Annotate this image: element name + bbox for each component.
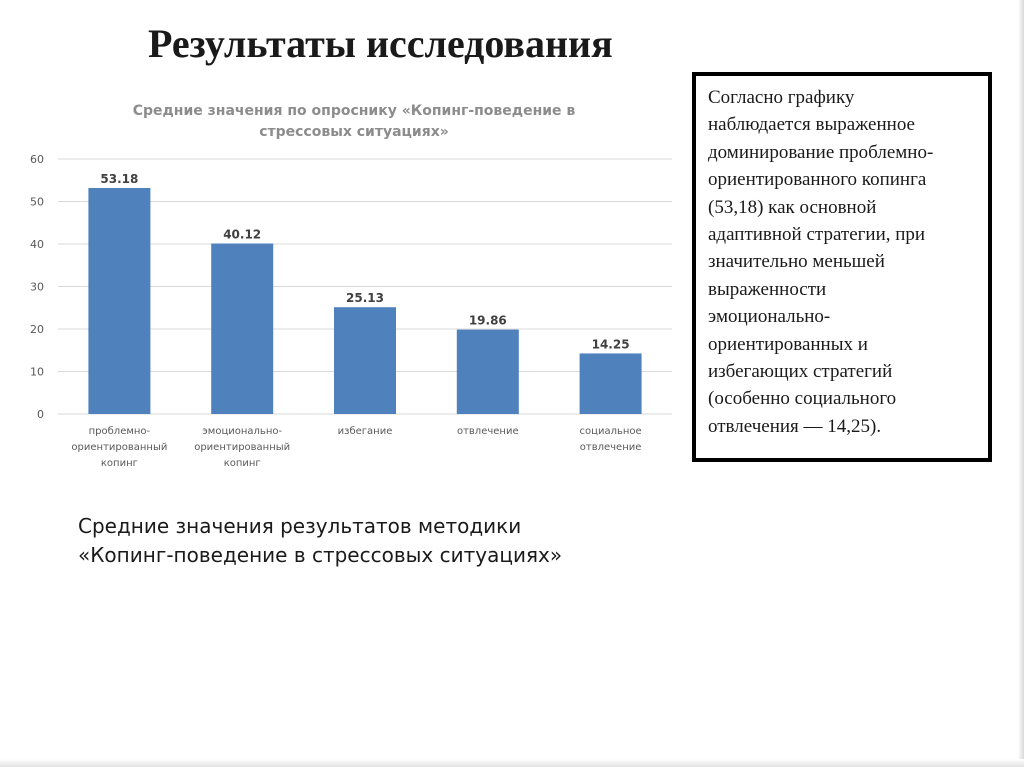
y-tick-label: 30: [30, 281, 44, 294]
chart-title: Средние значения по опроснику «Копинг-по…: [133, 103, 576, 119]
conclusion-box: Согласно графику наблюдается выраженное …: [692, 72, 992, 462]
data-label: 19.86: [469, 314, 507, 328]
note-line: отвлечения — 14,25).: [708, 415, 882, 437]
slide-edge-shadow: [0, 759, 1024, 767]
data-label: 14.25: [592, 337, 630, 351]
bar: [334, 307, 396, 414]
note-line: Согласно графику: [708, 87, 855, 108]
note-line: адаптивной стратегии, при: [708, 224, 926, 246]
note-line: (особенно социального: [708, 388, 897, 410]
bar: [456, 329, 519, 414]
x-category-label: копинг: [224, 458, 261, 469]
data-label: 25.13: [346, 291, 384, 305]
note-line: ориентированного копинга: [708, 169, 927, 191]
caption-line: «Копинг-поведение в стрессовых ситуациях…: [78, 543, 563, 567]
x-category-label: эмоционально-: [202, 426, 282, 437]
x-category-label: отвлечение: [580, 442, 642, 453]
slide-edge-shadow: [1018, 0, 1024, 767]
bar-chart: Средние значения по опроснику «Копинг-по…: [30, 103, 672, 469]
y-tick-label: 40: [30, 238, 44, 251]
note-line: ориентированных и: [708, 333, 868, 355]
y-tick-label: 0: [37, 408, 44, 421]
note-line: значительно меньшей: [708, 251, 885, 273]
x-category-label: проблемно-: [89, 426, 151, 437]
note-line: выраженности: [708, 278, 827, 300]
y-tick-label: 10: [30, 366, 44, 379]
slide-title: Результаты исследования: [148, 21, 613, 66]
x-category-label: избегание: [338, 426, 393, 437]
bar: [579, 353, 642, 414]
caption-line: Средние значения результатов методики: [78, 514, 522, 538]
data-label: 53.18: [100, 172, 138, 186]
y-tick-label: 20: [30, 323, 44, 336]
x-category-label: копинг: [101, 458, 138, 469]
x-category-label: ориентированный: [71, 442, 167, 453]
note-line: избегающих стратегий: [708, 361, 893, 383]
y-tick-label: 50: [30, 196, 44, 209]
bar: [88, 187, 151, 414]
x-category-label: ориентированный: [194, 442, 290, 453]
x-category-label: отвлечение: [457, 426, 519, 437]
chart-caption: Средние значения результатов методики «К…: [78, 512, 638, 570]
y-tick-label: 60: [30, 153, 44, 166]
x-category-label: социальное: [580, 426, 642, 437]
note-line: (53,18) как основной: [708, 196, 877, 218]
note-line: наблюдается выраженное: [708, 114, 915, 136]
note-line: эмоционально-: [708, 306, 831, 328]
chart-title: стрессовых ситуациях»: [259, 124, 449, 140]
data-label: 40.12: [223, 227, 261, 241]
note-line: доминирование проблемно-: [708, 141, 934, 163]
bar: [211, 243, 274, 414]
